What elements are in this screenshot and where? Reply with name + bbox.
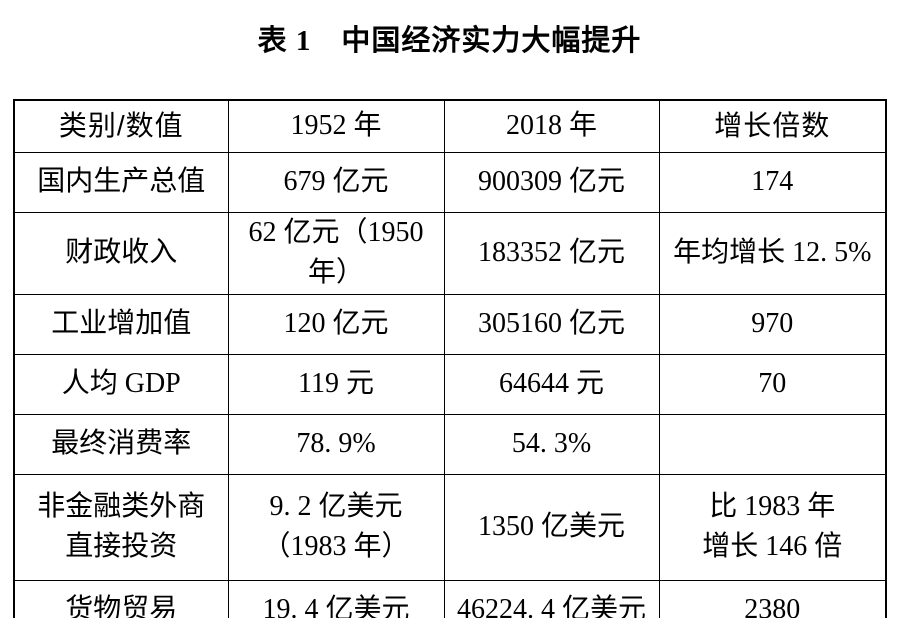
table-title: 表 1 中国经济实力大幅提升: [257, 25, 642, 57]
cell-2018: 305160 亿元: [443, 293, 660, 355]
table-header-row: 类别/数值 1952 年 2018 年 增长倍数: [13, 99, 887, 153]
cell-2018: 46224. 4 亿美元: [443, 579, 660, 618]
cell-growth: [658, 413, 887, 475]
column-header-growth: 增长倍数: [658, 99, 887, 153]
cell-1952: 78. 9%: [227, 413, 445, 475]
table-row: 国内生产总值 679 亿元 900309 亿元 174: [13, 151, 887, 213]
cell-growth: 2380: [658, 579, 887, 618]
cell-growth: 比 1983 年 增长 146 倍: [658, 473, 887, 581]
cell-1952: 120 亿元: [227, 293, 445, 355]
cell-category: 国内生产总值: [13, 151, 229, 213]
cell-2018: 64644 元: [443, 353, 660, 415]
document-page: 表 1 中国经济实力大幅提升 类别/数值 1952 年 2018 年 增长倍数 …: [0, 17, 899, 618]
cell-2018: 183352 亿元: [443, 211, 660, 295]
cell-growth: 970: [658, 293, 887, 355]
cell-category: 人均 GDP: [13, 353, 229, 415]
table-row: 人均 GDP 119 元 64644 元 70: [13, 353, 887, 415]
column-header-category: 类别/数值: [13, 99, 229, 153]
cell-category: 最终消费率: [13, 413, 229, 475]
cell-category: 货物贸易: [13, 579, 229, 618]
cell-growth: 70: [658, 353, 887, 415]
table-row: 工业增加值 120 亿元 305160 亿元 970: [13, 293, 887, 355]
cell-growth: 年均增长 12. 5%: [658, 211, 887, 295]
cell-1952: 679 亿元: [227, 151, 445, 213]
table-row: 非金融类外商 直接投资 9. 2 亿美元 （1983 年） 1350 亿美元 比…: [13, 473, 887, 581]
cell-1952: 62 亿元（1950 年）: [227, 211, 445, 295]
cell-1952: 9. 2 亿美元 （1983 年）: [227, 473, 445, 581]
column-header-2018: 2018 年: [443, 99, 660, 153]
table-row: 财政收入 62 亿元（1950 年） 183352 亿元 年均增长 12. 5%: [13, 211, 887, 295]
economic-strength-table: 类别/数值 1952 年 2018 年 增长倍数 国内生产总值 679 亿元 9…: [13, 99, 887, 618]
cell-1952: 19. 4 亿美元: [227, 579, 445, 618]
table-row: 货物贸易 19. 4 亿美元 46224. 4 亿美元 2380: [13, 579, 887, 618]
cell-1952: 119 元: [227, 353, 445, 415]
cell-2018: 1350 亿美元: [443, 473, 660, 581]
cell-category: 财政收入: [13, 211, 229, 295]
cell-category: 非金融类外商 直接投资: [13, 473, 229, 581]
cell-category: 工业增加值: [13, 293, 229, 355]
cell-growth: 174: [658, 151, 887, 213]
cell-2018: 54. 3%: [443, 413, 660, 475]
cell-2018: 900309 亿元: [443, 151, 660, 213]
table-row: 最终消费率 78. 9% 54. 3%: [13, 413, 887, 475]
column-header-1952: 1952 年: [227, 99, 445, 153]
